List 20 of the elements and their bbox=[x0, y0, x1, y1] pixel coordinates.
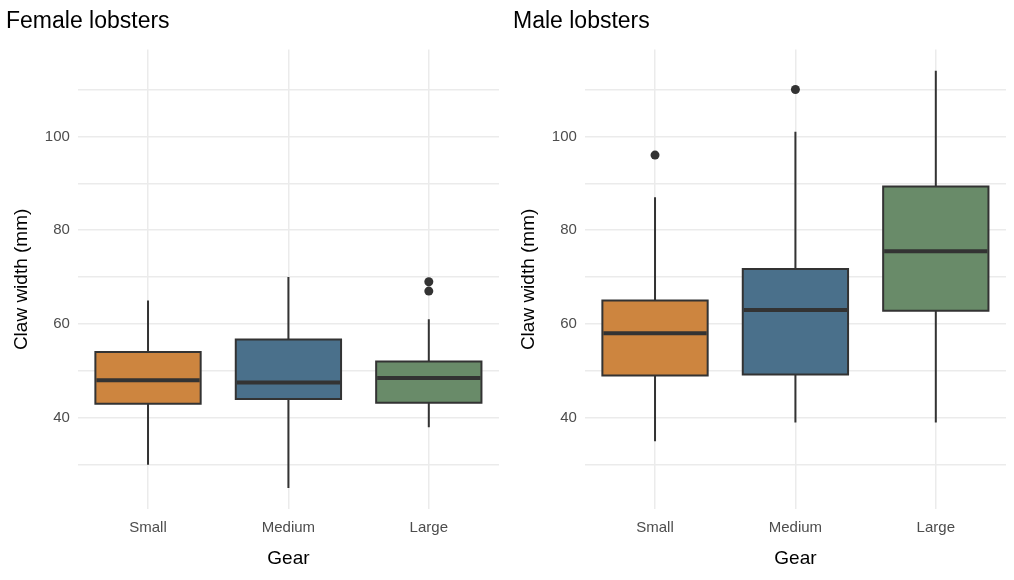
y-tick-label: 40 bbox=[560, 407, 577, 425]
y-tick-label: 100 bbox=[44, 126, 70, 144]
x-tick-label: Medium bbox=[261, 518, 316, 536]
x-axis-title: Gear bbox=[267, 546, 311, 568]
x-tick-label: Large bbox=[916, 518, 955, 536]
y-axis-title: Claw width (mm) bbox=[516, 208, 538, 351]
chart-title: Male lobsters bbox=[513, 7, 650, 34]
y-tick-label: 80 bbox=[53, 220, 70, 238]
x-axis-title: Gear bbox=[774, 546, 818, 568]
y-tick-label: 40 bbox=[53, 407, 70, 425]
x-tick-label: Small bbox=[636, 518, 674, 536]
y-axis-title: Claw width (mm) bbox=[9, 208, 31, 351]
y-tick-label: 80 bbox=[560, 220, 577, 238]
x-tick-label: Medium bbox=[768, 518, 823, 536]
x-tick-label: Large bbox=[409, 518, 448, 536]
y-tick-label: 60 bbox=[53, 314, 70, 332]
chart-title: Female lobsters bbox=[6, 7, 170, 34]
y-tick-label: 60 bbox=[560, 314, 577, 332]
x-tick-label: Small bbox=[129, 518, 167, 536]
y-tick-label: 100 bbox=[551, 126, 577, 144]
